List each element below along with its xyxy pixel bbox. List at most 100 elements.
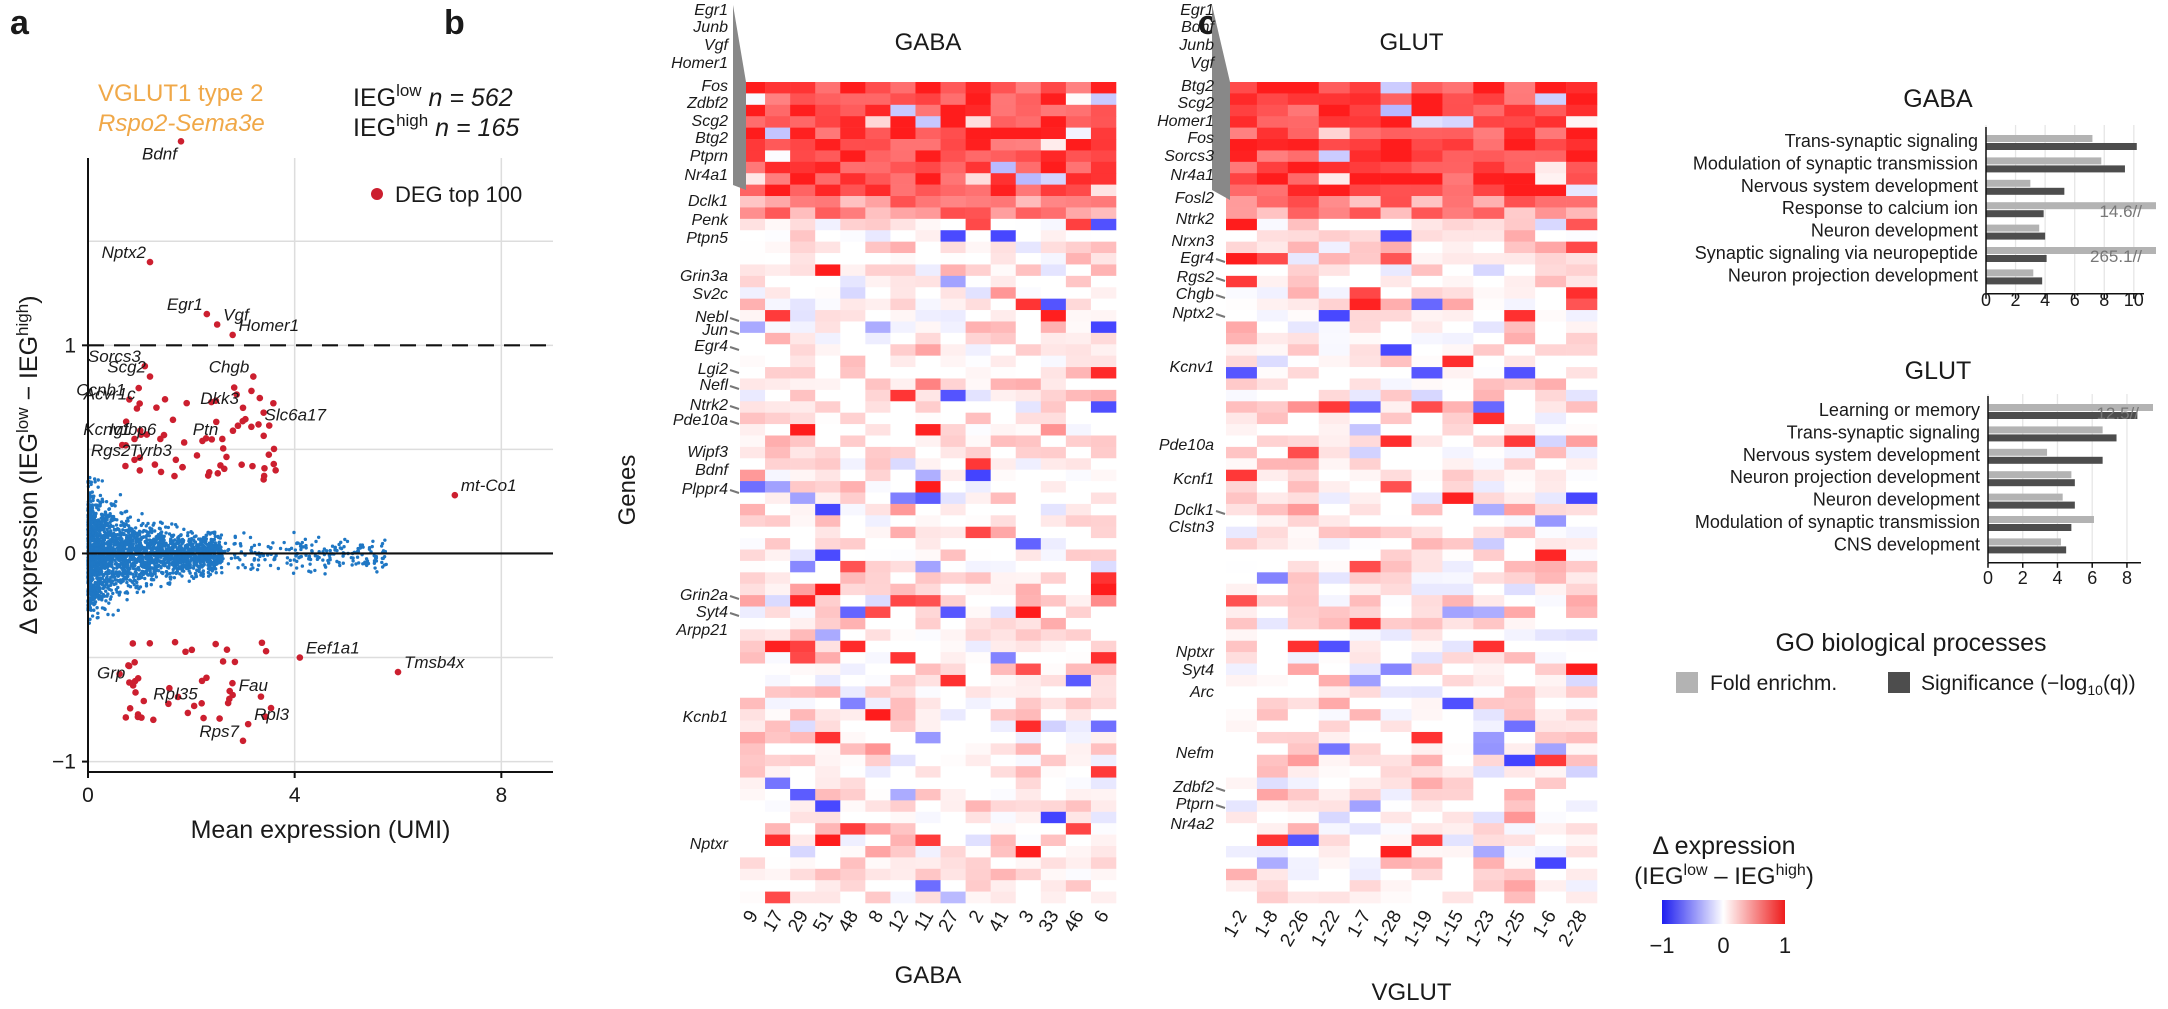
heatmap-cell xyxy=(940,275,966,288)
heatmap-cell xyxy=(1442,481,1474,493)
heatmap-cell xyxy=(1040,287,1067,299)
heatmap-cell xyxy=(1090,697,1117,710)
heatmap-cell xyxy=(890,823,916,835)
heatmap-cell xyxy=(1566,355,1598,368)
heatmap-cell xyxy=(1040,435,1067,448)
x-tick-label: 0 xyxy=(82,784,94,807)
background-point xyxy=(219,533,224,537)
heatmap-cell xyxy=(915,481,941,493)
background-point xyxy=(152,570,156,574)
heatmap-cell xyxy=(1504,754,1536,767)
heatmap-cell xyxy=(1256,116,1289,128)
heatmap-cell xyxy=(1566,332,1598,345)
heatmap-cell xyxy=(1349,161,1381,174)
heatmap-cell xyxy=(1504,697,1536,710)
background-point xyxy=(128,571,133,575)
heatmap-cell xyxy=(890,606,916,619)
background-point xyxy=(93,543,98,547)
heatmap-cell xyxy=(1256,184,1289,197)
heatmap-cell xyxy=(915,868,941,881)
heatmap-cell xyxy=(1090,127,1117,140)
background-point xyxy=(223,541,228,546)
background-point xyxy=(99,554,104,558)
heatmap-cell xyxy=(865,823,891,835)
heatmap-cell xyxy=(1411,367,1443,379)
background-point xyxy=(124,528,128,533)
heatmap-cell xyxy=(1065,891,1092,904)
heatmap-cell xyxy=(1040,834,1067,847)
background-point xyxy=(94,558,98,563)
heatmap-cell xyxy=(1040,617,1067,630)
heatmap-cell xyxy=(1287,617,1320,630)
heatmap-cell xyxy=(1349,492,1381,505)
heatmap-cell xyxy=(1349,401,1381,413)
heatmap-cell xyxy=(1015,629,1042,642)
heatmap-cell xyxy=(1535,458,1567,470)
heatmap-cell xyxy=(1473,321,1505,334)
gene-label: Rpl3 xyxy=(254,705,290,724)
heatmap-cell xyxy=(890,663,916,676)
row-gene-label: Ntrk2 xyxy=(1176,211,1214,228)
heatmap-cell xyxy=(1442,857,1474,870)
heatmap-cell xyxy=(1256,583,1289,596)
heatmap-cell xyxy=(990,264,1017,277)
heatmap-cell xyxy=(990,503,1017,516)
gene-label: Rgs2 xyxy=(91,441,131,460)
row-gene-label: Syt4 xyxy=(1182,662,1214,679)
column-label: 1-23 xyxy=(1462,907,1499,950)
heatmap-cell xyxy=(765,184,791,197)
heatmap-cell xyxy=(915,857,941,870)
heatmap-cell xyxy=(840,241,866,254)
heatmap-cell xyxy=(915,298,941,311)
heatmap-cell xyxy=(1411,640,1443,653)
heatmap-cell xyxy=(1287,196,1320,208)
background-point xyxy=(101,518,105,523)
deg-point xyxy=(180,439,188,446)
heatmap-cell xyxy=(990,253,1017,265)
heatmap-cell xyxy=(1318,241,1350,254)
heatmap-cell xyxy=(1256,880,1289,892)
heatmap-cell xyxy=(840,275,866,288)
heatmap-cell xyxy=(1015,686,1042,699)
row-gene-label: Rgs2 xyxy=(1177,269,1214,286)
heatmap-cell xyxy=(1442,241,1474,254)
heatmap-cell xyxy=(1473,788,1505,801)
heatmap-cell xyxy=(1226,298,1258,311)
heatmap-cell xyxy=(790,184,816,197)
heatmap-cell xyxy=(1040,731,1067,744)
heatmap-cell xyxy=(1256,424,1289,436)
background-point xyxy=(143,560,148,565)
background-point xyxy=(138,576,142,580)
heatmap-cell xyxy=(1318,617,1350,630)
heatmap-cell xyxy=(1504,663,1536,676)
panel-letter-b: b xyxy=(444,4,465,42)
heatmap-cell xyxy=(940,367,966,379)
heatmap-cell xyxy=(740,800,766,813)
heatmap-cell xyxy=(1473,127,1505,140)
heatmap-cell xyxy=(940,378,966,391)
heatmap-cell xyxy=(940,241,966,254)
background-point xyxy=(93,480,97,484)
heatmap-cell xyxy=(1065,652,1092,664)
heatmap-cell xyxy=(1318,310,1350,322)
heatmap-cell xyxy=(1504,310,1536,322)
heatmap-cell xyxy=(790,321,816,334)
deg-point xyxy=(451,491,459,499)
heatmap-cell xyxy=(740,253,766,265)
fold-legend-label: Fold enrichm. xyxy=(1710,672,1837,695)
background-point xyxy=(258,554,262,559)
heatmap-cell xyxy=(1349,355,1381,368)
go-term-label: Neuron development xyxy=(1811,221,1978,241)
heatmap-cell xyxy=(765,811,791,824)
heatmap-cell xyxy=(1015,743,1042,756)
label-leader xyxy=(729,489,740,494)
heatmap-cell xyxy=(1349,424,1381,436)
heatmap-cell xyxy=(915,82,941,94)
heatmap-cell xyxy=(740,834,766,847)
heatmap-cell xyxy=(1065,196,1092,208)
heatmap-cell xyxy=(940,606,966,619)
background-point xyxy=(92,518,97,523)
heatmap-cell xyxy=(1065,401,1092,413)
heatmap-cell xyxy=(915,241,941,254)
heatmap-cell xyxy=(1473,196,1505,208)
